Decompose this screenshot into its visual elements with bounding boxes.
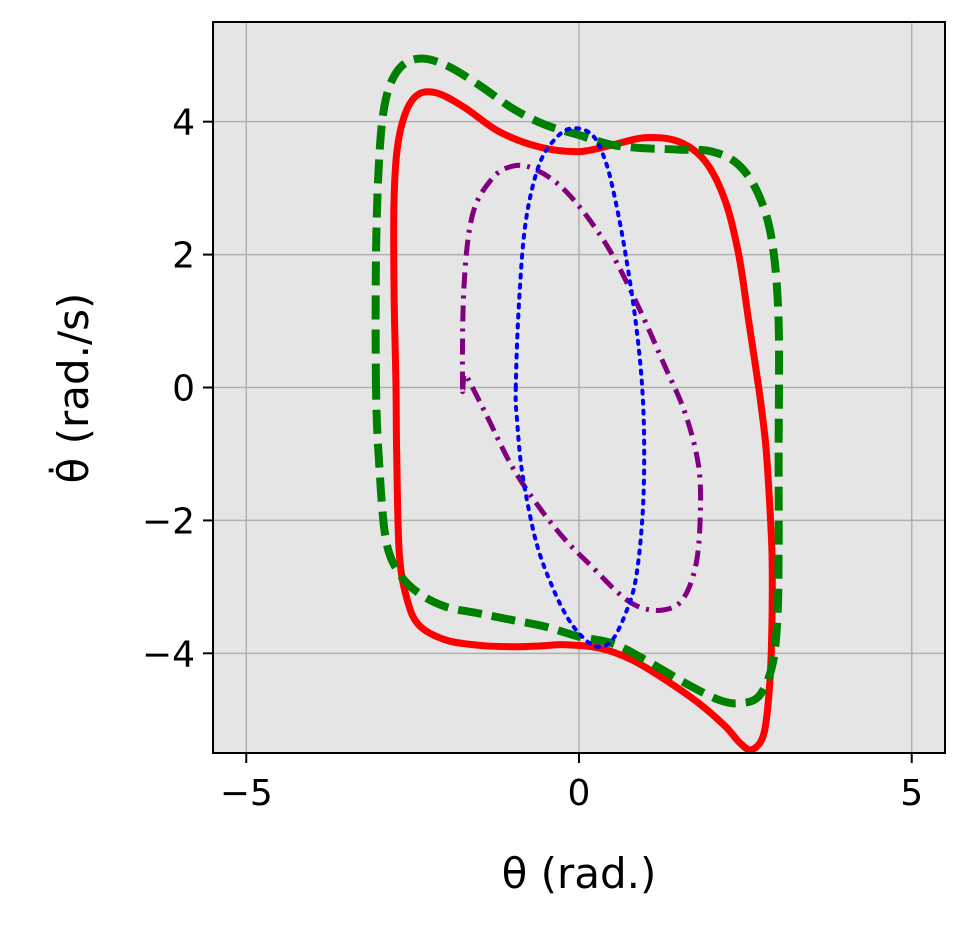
series-3-line <box>513 126 647 649</box>
tick-marks <box>203 120 913 763</box>
y-tick-label: 0 <box>172 369 195 410</box>
x-tick-label: 0 <box>568 773 591 814</box>
tick-labels: −5 0 5 −4 −2 0 2 4 <box>142 103 923 814</box>
grid-lines <box>213 22 945 753</box>
y-axis-label: θ̇ (rad./s) <box>47 293 98 484</box>
x-tick-label: 5 <box>900 773 923 814</box>
series-layer <box>371 54 784 753</box>
x-axis-label: θ (rad.) <box>502 849 657 898</box>
y-tick-label: 2 <box>172 236 195 277</box>
series-0-line <box>390 88 776 753</box>
series-1-line <box>371 54 784 708</box>
x-tick-label: −5 <box>220 773 273 814</box>
series-2-line <box>459 162 704 613</box>
y-tick-label: −4 <box>142 634 195 675</box>
y-tick-label: 4 <box>172 103 195 144</box>
y-tick-label: −2 <box>142 501 195 542</box>
